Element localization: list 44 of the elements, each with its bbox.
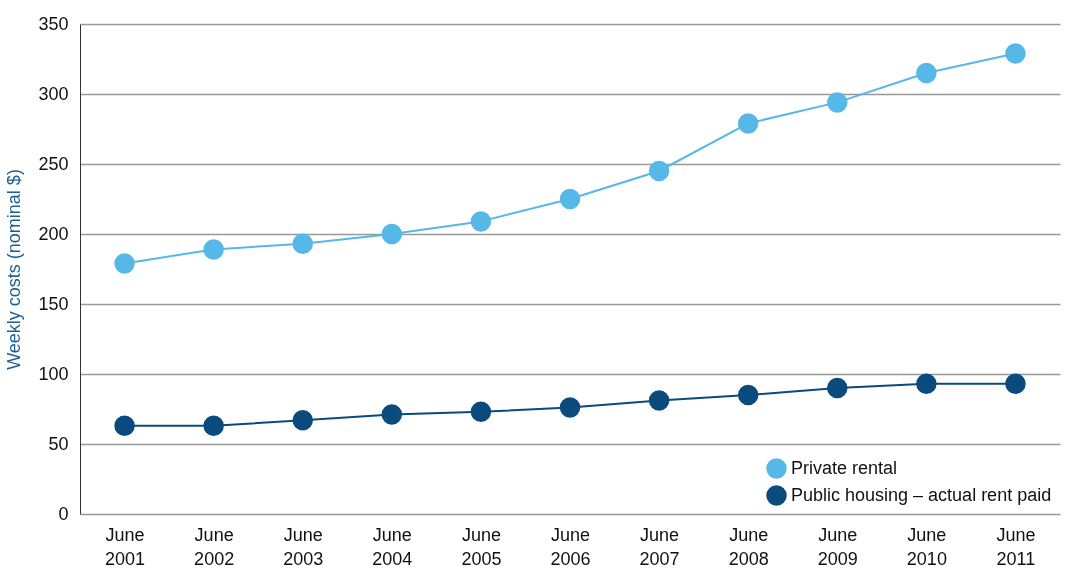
point <box>203 239 224 260</box>
point <box>559 188 581 210</box>
point <box>203 415 224 437</box>
legend-label: Public housing – actual rent paid <box>791 484 1052 505</box>
point <box>381 404 403 425</box>
y-tick-label: 300 <box>38 83 69 104</box>
point <box>827 92 848 113</box>
legend-label: Private rental <box>791 457 898 478</box>
x-tick-label: June 2010 <box>906 524 947 569</box>
x-tick-label: June 2006 <box>550 524 591 569</box>
point <box>737 384 759 406</box>
point <box>648 390 670 411</box>
point <box>559 397 581 418</box>
point <box>292 409 313 431</box>
x-tick-label: June 2002 <box>194 524 235 569</box>
y-tick-label: 350 <box>38 13 69 34</box>
x-tick-label: June 2011 <box>996 524 1036 569</box>
y-tick-label: 200 <box>38 223 69 244</box>
x-tick-label: June 2005 <box>461 524 502 569</box>
y-tick-label: 50 <box>48 433 69 454</box>
point <box>1005 373 1026 395</box>
x-tick-label: June 2001 <box>105 524 146 569</box>
y-tick-label: 0 <box>58 503 69 524</box>
x-tick-label: June 2009 <box>817 524 858 569</box>
y-axis-title: Weekly costs (nominal $) <box>4 169 25 370</box>
point <box>470 211 492 232</box>
y-tick-label: 100 <box>38 363 69 384</box>
x-tick-label: June 2008 <box>728 524 769 569</box>
point <box>827 377 848 399</box>
point <box>916 373 937 395</box>
point <box>1005 43 1026 64</box>
point <box>114 253 135 274</box>
point <box>114 415 135 437</box>
point <box>737 113 759 134</box>
point <box>381 223 403 245</box>
point <box>916 62 937 84</box>
point <box>470 401 492 423</box>
y-tick-label: 150 <box>38 293 69 314</box>
x-tick-label: June 2004 <box>372 524 413 569</box>
y-tick-label: 250 <box>38 153 69 174</box>
point <box>292 233 313 255</box>
x-tick-label: June 2007 <box>639 524 680 569</box>
point <box>648 160 670 182</box>
x-tick-label: June 2003 <box>283 524 324 569</box>
